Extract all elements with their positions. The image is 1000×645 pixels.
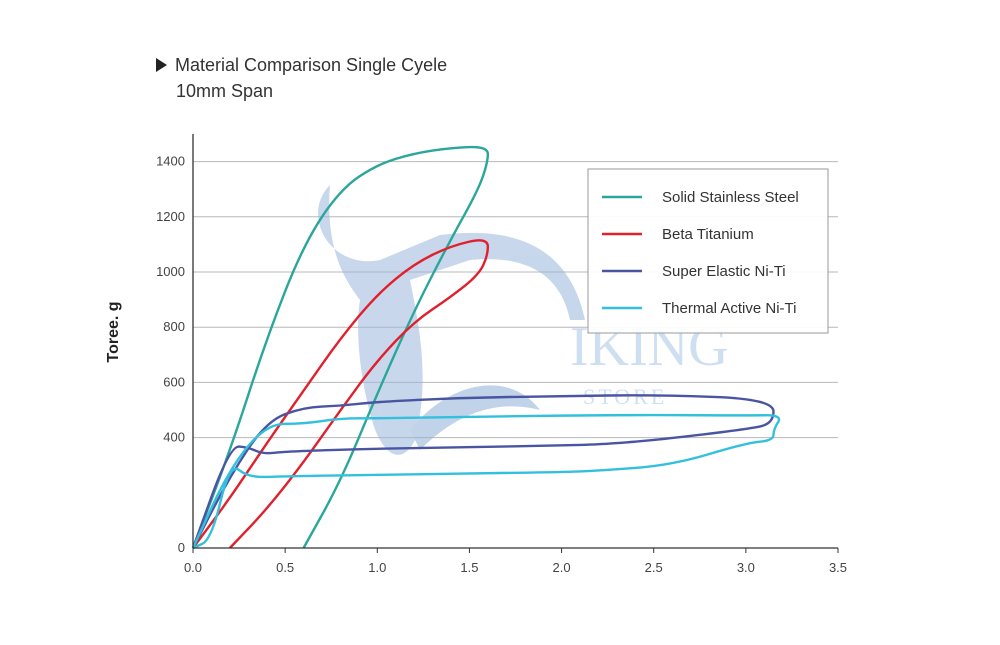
axes: 0 400 600 800 1000 1200 1400 0.0 0.5 1.0 1.5 2.0 2.5… <box>156 134 847 575</box>
legend-label: Thermal Active Ni-Ti <box>662 300 796 317</box>
y-tick-label: 800 <box>163 319 185 334</box>
chart-subtitle: 10mm Span <box>176 81 274 101</box>
x-tick-label: 0.5 <box>276 560 294 575</box>
y-tick-label: 1000 <box>156 264 185 279</box>
y-tick-label: 600 <box>163 374 185 389</box>
y-tick-label: 400 <box>163 430 185 445</box>
series-lines <box>191 145 781 550</box>
chart-title: Material Comparison Single Cyele <box>175 55 448 75</box>
y-tick-label: 1400 <box>156 154 185 169</box>
chart-heading: Material Comparison Single Cyele 10mm Sp… <box>156 52 447 104</box>
viking-horn-icon <box>410 385 540 450</box>
viking-helmet-icon <box>318 185 585 455</box>
series-line-beta-titanium <box>192 239 490 549</box>
x-tick-label: 1.0 <box>368 560 386 575</box>
series-line-thermal-active-ni-ti <box>191 413 781 550</box>
legend-label: Solid Stainless Steel <box>662 189 799 206</box>
play-triangle-icon <box>156 58 167 72</box>
x-tick-label: 2.0 <box>553 560 571 575</box>
y-axis-label: Toree. g <box>105 301 122 362</box>
legend-label: Super Elastic Ni-Ti <box>662 263 786 280</box>
y-tick-label: 0 <box>178 540 185 555</box>
x-tick-label: 1.5 <box>460 560 478 575</box>
legend-label: Beta Titanium <box>662 226 754 243</box>
x-tick-label: 3.5 <box>829 560 847 575</box>
x-tick-label: 3.0 <box>737 560 755 575</box>
legend: Solid Stainless Steel Beta Titanium Super … <box>587 168 829 334</box>
x-tick-label: 2.5 <box>645 560 663 575</box>
series-line-solid-stainless-steel <box>191 145 490 549</box>
x-tick-label: 0.0 <box>184 560 202 575</box>
series-line-super-elastic-ni-ti <box>191 394 775 549</box>
y-tick-label: 1200 <box>156 209 185 224</box>
